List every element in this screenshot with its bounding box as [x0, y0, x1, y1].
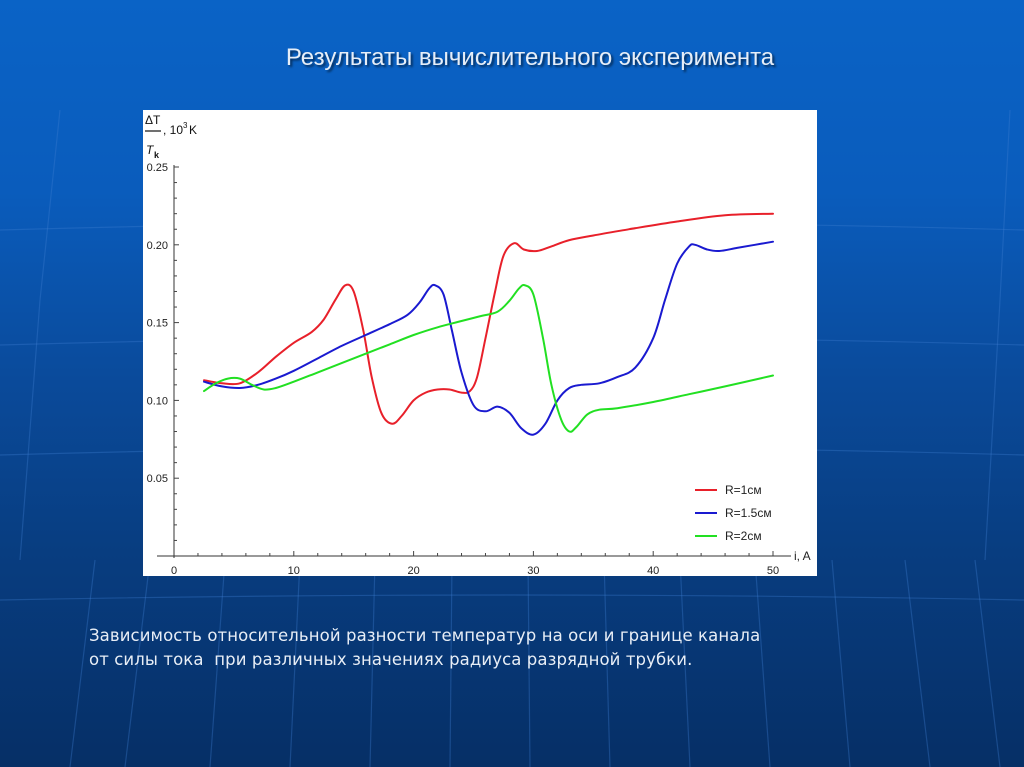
legend-label: R=1.5см — [725, 506, 772, 520]
chart-panel: 0.05 0.10 0.15 0.20 0.25 0 10 20 30 40 50 i, A ΔT, 1… — [143, 110, 817, 576]
series-r1_5-curve — [203, 240, 774, 436]
x-tick-label: 0 — [171, 565, 177, 576]
x-axis-label: i, A — [794, 549, 811, 563]
x-tick-label: 40 — [647, 565, 659, 576]
x-tick-label: 30 — [527, 565, 539, 576]
x-tick-label: 20 — [407, 565, 419, 576]
x-tick-label: 10 — [288, 565, 300, 576]
y-tick-label: 0.20 — [147, 240, 168, 252]
y-tick-label: 0.25 — [147, 162, 168, 174]
y-tick-label: 0.15 — [147, 318, 168, 330]
y-axis-label-denominator-sub: k — [154, 150, 160, 160]
caption-line-1: Зависимость относительной разности темпе… — [89, 626, 761, 645]
legend-label: R=2см — [725, 529, 762, 543]
slide-title: Результаты вычислительного эксперимента — [285, 44, 775, 71]
y-axis-label-numerator: ΔT — [145, 113, 161, 127]
y-tick-label: 0.10 — [147, 395, 168, 407]
series-r2-curve — [203, 283, 774, 433]
y-axis-label-unit: , 10 — [163, 123, 183, 137]
y-tick-label: 0.05 — [147, 473, 168, 485]
y-axis-label-unit-suffix: K — [189, 123, 197, 137]
series-r1-curve — [203, 212, 774, 425]
y-axis-label-denominator: T — [146, 143, 155, 157]
caption-line-2: от силы тока при различных значениях рад… — [89, 650, 693, 669]
y-axis-label-exponent: 3 — [183, 121, 188, 130]
legend-label: R=1см — [725, 483, 762, 497]
x-tick-label: 50 — [767, 565, 779, 576]
line-chart: 0.05 0.10 0.15 0.20 0.25 0 10 20 30 40 50 i, A ΔT, 1… — [145, 113, 811, 576]
slide-caption: Зависимость относительной разности темпе… — [89, 624, 909, 672]
